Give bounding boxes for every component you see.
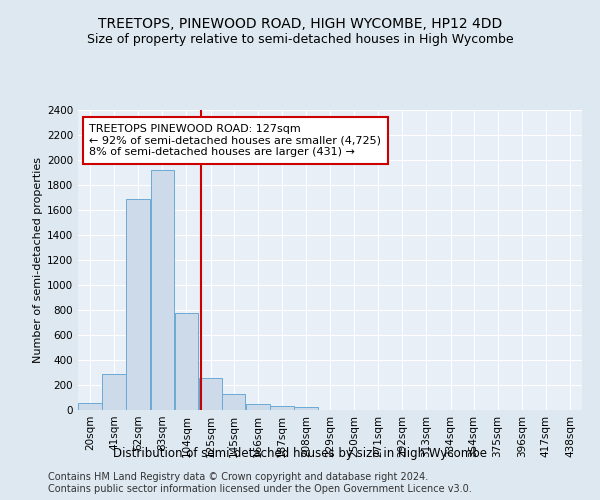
Text: Contains HM Land Registry data © Crown copyright and database right 2024.: Contains HM Land Registry data © Crown c…	[48, 472, 428, 482]
Bar	[221, 394, 245, 410]
Bar	[199, 378, 223, 410]
Bar	[102, 374, 126, 410]
Bar	[294, 407, 318, 410]
Text: TREETOPS PINEWOOD ROAD: 127sqm
← 92% of semi-detached houses are smaller (4,725): TREETOPS PINEWOOD ROAD: 127sqm ← 92% of …	[89, 124, 382, 157]
Bar	[151, 170, 174, 410]
Bar	[270, 406, 293, 410]
Bar	[246, 404, 269, 410]
Text: Contains public sector information licensed under the Open Government Licence v3: Contains public sector information licen…	[48, 484, 472, 494]
Bar	[78, 403, 102, 410]
Bar	[127, 200, 150, 410]
Bar	[175, 312, 199, 410]
Text: TREETOPS, PINEWOOD ROAD, HIGH WYCOMBE, HP12 4DD: TREETOPS, PINEWOOD ROAD, HIGH WYCOMBE, H…	[98, 18, 502, 32]
Text: Size of property relative to semi-detached houses in High Wycombe: Size of property relative to semi-detach…	[86, 32, 514, 46]
Y-axis label: Number of semi-detached properties: Number of semi-detached properties	[33, 157, 43, 363]
Text: Distribution of semi-detached houses by size in High Wycombe: Distribution of semi-detached houses by …	[113, 448, 487, 460]
